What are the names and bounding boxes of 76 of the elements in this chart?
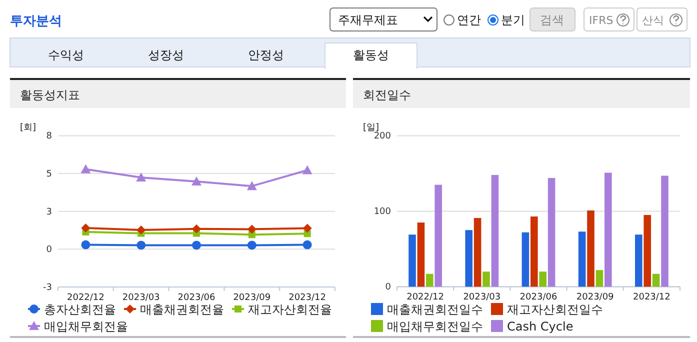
y-tick-label: 5 — [46, 170, 52, 180]
bar — [548, 178, 556, 287]
bar — [539, 272, 546, 287]
x-tick-label: 2022/12 — [67, 293, 104, 303]
chart-title: 활동성지표 — [20, 88, 80, 102]
point — [192, 240, 201, 250]
x-tick-label: 2023/06 — [178, 293, 216, 303]
legend-label: 총자산회전율 — [44, 302, 116, 316]
y-tick-label: 200 — [374, 132, 392, 142]
point — [80, 164, 91, 174]
bar — [417, 222, 425, 287]
bar — [522, 232, 530, 287]
bar — [604, 172, 612, 287]
text: 활동성 — [353, 48, 389, 62]
bar — [578, 232, 586, 287]
bar — [635, 234, 642, 287]
legend-label: 매입채무회전일수 — [387, 320, 483, 334]
legend-label: 재고자산회전율 — [248, 302, 332, 316]
legend-label: 매출채권회전일수 — [387, 302, 483, 316]
bar — [434, 184, 442, 287]
text: IFRS — [589, 14, 614, 27]
text: 분기 — [501, 13, 525, 27]
text: 산식 — [642, 14, 664, 27]
bar — [652, 274, 660, 287]
text: 투자분석 — [10, 14, 62, 29]
x-tick-label: 2023/03 — [122, 293, 160, 303]
point — [81, 240, 90, 250]
point — [247, 224, 256, 234]
x-tick-label: 2023/09 — [576, 292, 614, 303]
legend-label: Cash Cycle — [507, 320, 574, 334]
chart-title: 회전일수 — [363, 88, 411, 102]
bar — [661, 176, 668, 287]
bar — [644, 214, 651, 287]
bar — [587, 210, 594, 287]
y-tick-label: 0 — [46, 245, 52, 256]
y-axis-title: [일] — [363, 123, 380, 133]
y-tick-label: -3 — [43, 283, 52, 293]
x-tick-label: 2022/12 — [406, 292, 444, 303]
x-tick-label: 2023/09 — [233, 293, 271, 303]
point — [192, 176, 202, 186]
legend-label: 매출채권회전율 — [140, 302, 224, 316]
y-tick-label: 0 — [385, 282, 392, 293]
point — [136, 240, 146, 250]
point — [81, 223, 90, 232]
y-tick-label: 100 — [374, 207, 392, 218]
legend-label: 매입채무회전율 — [44, 320, 128, 334]
text: 안정성 — [248, 48, 284, 62]
text: 성장성 — [148, 48, 184, 62]
x-tick-label: 2023/03 — [463, 292, 501, 303]
text: 주재무제표 — [338, 13, 398, 27]
x-tick-label: 2023/12 — [288, 293, 326, 303]
text: 수익성 — [48, 48, 84, 62]
text: 검색 — [540, 13, 564, 27]
point — [136, 225, 146, 234]
point — [136, 172, 146, 182]
x-tick-label: 2023/06 — [520, 292, 558, 303]
text: 연간 — [457, 13, 481, 27]
point — [302, 165, 312, 174]
point — [302, 224, 312, 233]
y-axis-title: [회] — [20, 123, 36, 133]
y-tick-label: 8 — [46, 132, 52, 142]
bar — [491, 174, 499, 287]
point — [246, 181, 257, 190]
point — [192, 224, 201, 234]
point — [247, 240, 256, 250]
bar — [596, 270, 604, 287]
bar — [474, 218, 482, 287]
bar — [426, 274, 434, 287]
bar — [408, 234, 416, 287]
bar — [482, 272, 490, 287]
bar — [465, 230, 472, 287]
legend-label: 재고자산회전일수 — [507, 302, 603, 316]
point — [302, 240, 312, 250]
x-tick-label: 2023/12 — [633, 292, 670, 303]
bar — [530, 216, 538, 287]
y-tick-label: 3 — [46, 207, 52, 218]
